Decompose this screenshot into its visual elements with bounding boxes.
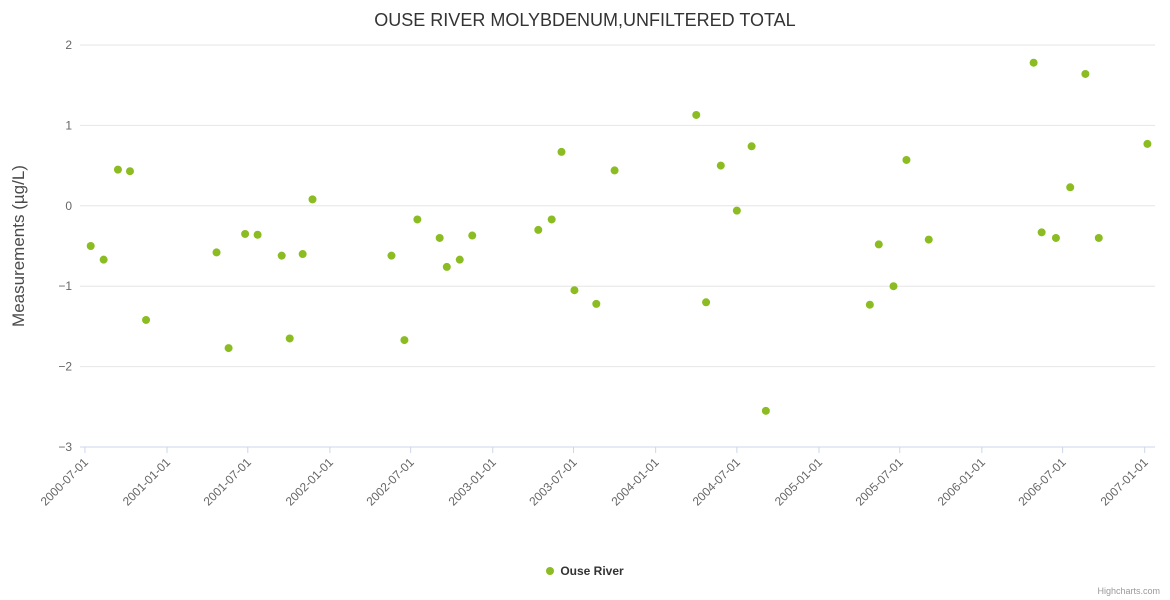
x-tick-label: 2003-01-01 — [446, 455, 500, 509]
data-point[interactable] — [1029, 58, 1038, 67]
data-point[interactable] — [142, 315, 151, 324]
legend-label: Ouse River — [560, 564, 624, 578]
data-point[interactable] — [889, 282, 898, 291]
x-tick-label: 2003-07-01 — [526, 455, 580, 509]
x-tick-label: 2007-01-01 — [1098, 455, 1152, 509]
y-tick-label: 2 — [65, 38, 72, 52]
data-point[interactable] — [277, 251, 286, 260]
data-point[interactable] — [761, 406, 770, 415]
data-point[interactable] — [747, 142, 756, 151]
chart-title: OUSE RIVER MOLYBDENUM,UNFILTERED TOTAL — [374, 10, 795, 30]
data-point[interactable] — [308, 195, 317, 204]
data-point[interactable] — [874, 240, 883, 249]
data-point[interactable] — [702, 298, 711, 307]
data-point[interactable] — [1066, 183, 1075, 192]
data-point[interactable] — [241, 229, 250, 238]
data-point[interactable] — [547, 215, 556, 224]
data-point[interactable] — [570, 286, 579, 295]
legend-item-ouse-river[interactable]: Ouse River — [0, 564, 1170, 578]
data-point[interactable] — [298, 250, 307, 259]
data-point[interactable] — [285, 334, 294, 343]
data-point[interactable] — [692, 110, 701, 119]
data-point[interactable] — [1094, 233, 1103, 242]
data-point[interactable] — [224, 344, 233, 353]
x-tick-label: 2004-07-01 — [690, 455, 744, 509]
x-tick-label: 2006-07-01 — [1015, 455, 1069, 509]
y-tick-label: −2 — [58, 360, 72, 374]
data-point[interactable] — [400, 336, 409, 345]
y-tick-label: 0 — [65, 199, 72, 213]
data-point[interactable] — [557, 147, 566, 156]
data-point[interactable] — [1051, 233, 1060, 242]
data-point[interactable] — [86, 242, 95, 250]
data-point[interactable] — [865, 300, 874, 309]
data-point[interactable] — [902, 155, 911, 164]
data-point[interactable] — [99, 255, 108, 264]
x-tick-label: 2004-01-01 — [608, 455, 662, 509]
data-point[interactable] — [716, 161, 725, 170]
data-point[interactable] — [1081, 69, 1090, 78]
data-point[interactable] — [468, 231, 477, 240]
x-tick-label: 2001-07-01 — [201, 455, 255, 509]
data-point[interactable] — [1143, 139, 1152, 148]
x-tick-label: 2005-07-01 — [853, 455, 907, 509]
data-point[interactable] — [534, 225, 543, 234]
data-point[interactable] — [610, 166, 619, 175]
data-point[interactable] — [442, 262, 451, 271]
x-tick-label: 2006-01-01 — [935, 455, 989, 509]
credits-link[interactable]: Highcharts.com — [1097, 586, 1160, 596]
y-tick-label: −3 — [58, 440, 72, 454]
data-point[interactable] — [253, 230, 262, 239]
x-tick-label: 2002-07-01 — [363, 455, 417, 509]
x-tick-label: 2001-01-01 — [120, 455, 174, 509]
data-point[interactable] — [113, 165, 122, 174]
x-tick-label: 2005-01-01 — [772, 455, 826, 509]
data-point[interactable] — [592, 299, 601, 308]
data-point[interactable] — [413, 215, 422, 224]
y-tick-label: 1 — [65, 118, 72, 132]
data-point[interactable] — [435, 233, 444, 242]
y-axis-title: Measurements (µg/L) — [9, 165, 28, 327]
x-tick-label: 2000-07-01 — [38, 455, 92, 509]
x-tick-label: 2002-01-01 — [283, 455, 337, 509]
y-tick-label: −1 — [58, 279, 72, 293]
data-point[interactable] — [125, 167, 134, 176]
data-point[interactable] — [387, 251, 396, 260]
legend-marker-icon — [546, 567, 555, 575]
data-point[interactable] — [924, 235, 933, 244]
data-point[interactable] — [732, 206, 741, 215]
data-point[interactable] — [1037, 228, 1046, 237]
data-point[interactable] — [455, 255, 464, 264]
data-point[interactable] — [212, 248, 221, 257]
